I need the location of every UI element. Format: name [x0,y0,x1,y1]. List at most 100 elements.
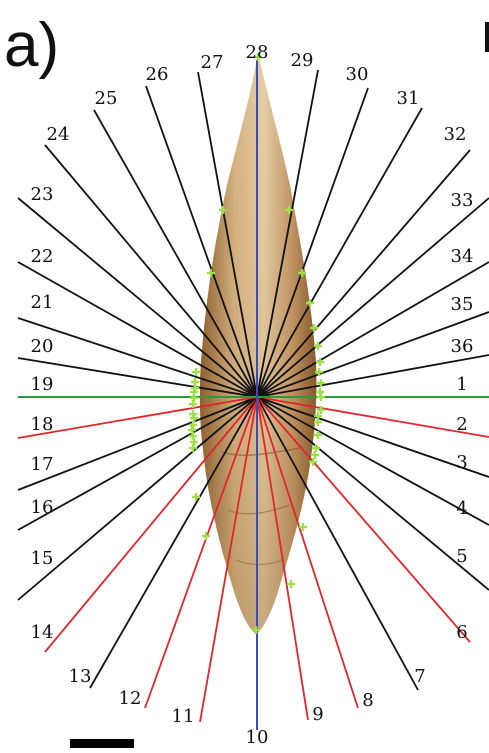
ray-line-22 [17,261,258,398]
intersection-marker [298,269,306,277]
tooth-specimen [199,52,317,634]
ray-line-36 [256,354,489,398]
ray-line-11 [199,396,258,723]
ray-label-23: 23 [31,184,54,205]
tooth-crack [227,504,291,515]
ray-label-32: 32 [444,124,467,145]
ray-line-34 [256,261,489,398]
ray-label-1: 1 [456,374,467,395]
intersection-marker [316,358,324,366]
tooth-crack [221,447,301,456]
intersection-marker [192,368,200,376]
ray-line-4 [256,396,489,526]
ray-line-35 [256,311,489,398]
intersection-marker [317,406,325,414]
ray-line-29 [256,69,319,398]
intersection-marker [316,388,324,396]
ray-line-8 [256,396,359,709]
ray-lines [17,69,489,723]
intersection-marker [285,206,293,214]
ray-label-30: 30 [346,64,369,85]
ray-line-7 [256,396,419,691]
ray-line-12 [144,396,258,709]
ray-line-23 [17,197,258,398]
intersection-marker [314,342,322,350]
ray-label-11: 11 [172,706,195,727]
ray-line-18 [17,396,258,439]
ray-label-15: 15 [31,548,54,569]
intersection-marker [191,384,199,392]
ray-label-14: 14 [31,622,54,643]
ray-line-25 [93,109,258,398]
intersection-marker [315,368,323,376]
ray-label-7: 7 [414,666,425,687]
ray-line-17 [17,396,258,491]
ray-label-19: 19 [31,374,54,395]
scale-bar [70,739,134,748]
intersection-marker [254,53,262,61]
ray-label-29: 29 [291,50,314,71]
ray-label-16: 16 [31,497,54,518]
ray-line-5 [256,396,489,591]
ray-label-24: 24 [47,124,70,145]
ray-line-24 [44,144,258,398]
ray-label-9: 9 [312,704,323,725]
ray-label-18: 18 [31,414,54,435]
ray-line-20 [17,357,258,398]
intersection-marker [190,438,198,446]
ray-label-6: 6 [456,622,467,643]
intersection-marker [190,394,198,402]
ray-labels: 1234567891011121314151617181920212223242… [31,42,474,748]
ray-label-22: 22 [31,246,54,267]
intersection-marker [311,451,319,459]
ray-label-10: 10 [246,727,269,748]
intersection-marker [188,426,196,434]
intersection-marker [309,458,317,466]
ray-label-12: 12 [119,688,142,709]
reference-axes [18,60,489,730]
ray-label-31: 31 [397,88,420,109]
ray-label-28: 28 [246,42,269,63]
ray-line-3 [256,396,489,478]
ray-line-26 [145,85,258,398]
intersection-marker [314,431,322,439]
intersection-marker [317,379,325,387]
ray-line-16 [17,396,258,531]
ray-label-27: 27 [201,52,224,73]
ray-line-2 [256,396,489,438]
tooth-crack [235,559,283,566]
frame-edge [485,22,489,52]
intersection-marker [310,324,318,332]
intersection-marker [314,412,322,420]
tooth-shading [199,52,317,634]
intersection-marker [287,580,295,588]
panel-label: a) [4,11,59,80]
intersection-marker [219,206,227,214]
ray-line-30 [256,87,369,398]
intersection-marker [306,299,314,307]
ray-label-36: 36 [451,336,474,357]
ray-label-35: 35 [451,294,474,315]
intersection-marker [192,493,200,501]
ray-label-34: 34 [451,246,474,267]
ray-label-21: 21 [31,292,54,313]
ray-line-6 [256,396,471,643]
ray-label-26: 26 [146,64,169,85]
ray-line-15 [17,396,258,601]
ray-label-4: 4 [456,498,467,519]
ray-label-17: 17 [31,454,54,475]
ray-label-20: 20 [31,336,54,357]
intersection-marker [312,444,320,452]
ray-line-13 [89,396,258,689]
intersection-marker [190,414,198,422]
ray-line-14 [44,396,258,653]
intersection-marker [299,523,307,531]
ray-label-5: 5 [456,546,467,567]
ray-label-2: 2 [456,414,467,435]
ray-line-9 [256,396,309,721]
intersection-marker [202,532,210,540]
ray-line-31 [256,107,423,398]
ray-label-25: 25 [95,88,118,109]
ray-line-33 [256,197,489,398]
